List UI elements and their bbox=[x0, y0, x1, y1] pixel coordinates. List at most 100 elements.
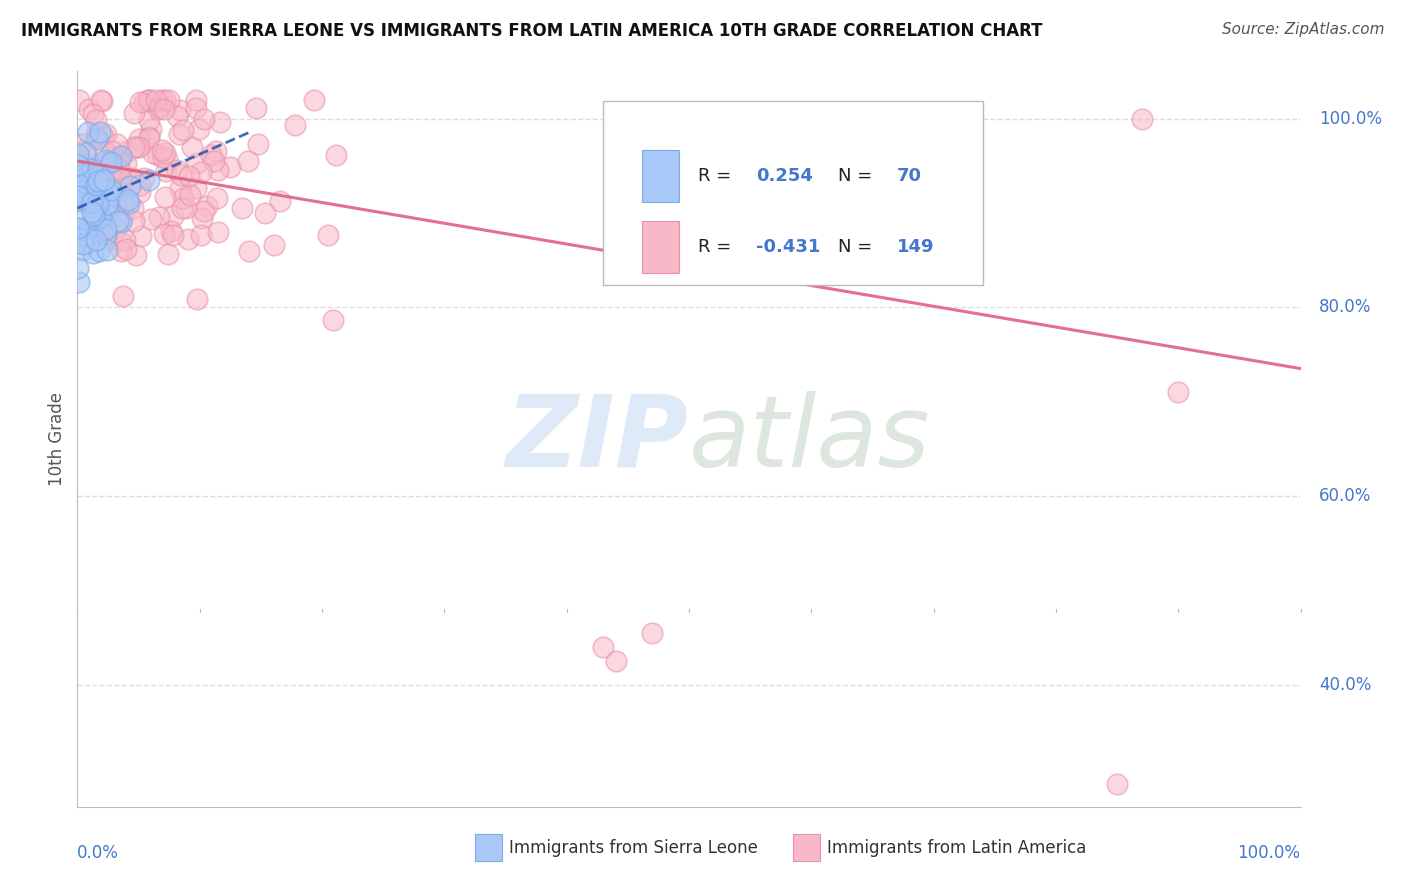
Point bbox=[80, 204, 103, 219]
Point bbox=[83, 208, 105, 222]
Point bbox=[115, 145, 138, 159]
Point bbox=[187, 122, 209, 136]
Point bbox=[100, 145, 122, 159]
Point bbox=[91, 94, 114, 108]
Point bbox=[111, 195, 134, 210]
Point bbox=[90, 205, 112, 219]
Point bbox=[138, 131, 160, 145]
Point bbox=[207, 226, 229, 240]
Point bbox=[77, 102, 100, 116]
Point bbox=[97, 219, 120, 234]
Point bbox=[77, 190, 100, 204]
Y-axis label: 10th Grade: 10th Grade bbox=[48, 392, 66, 486]
Point bbox=[122, 140, 145, 154]
Point bbox=[231, 202, 253, 216]
Point bbox=[70, 243, 93, 257]
Point bbox=[79, 215, 101, 229]
Text: 100.0%: 100.0% bbox=[1237, 844, 1301, 862]
Point bbox=[186, 292, 208, 306]
Point bbox=[263, 238, 285, 252]
Point bbox=[103, 189, 125, 203]
Text: Immigrants from Latin America: Immigrants from Latin America bbox=[827, 838, 1087, 856]
Point bbox=[162, 227, 184, 242]
Point bbox=[98, 167, 121, 181]
Point bbox=[139, 93, 162, 107]
Point bbox=[97, 204, 120, 219]
Point bbox=[79, 197, 101, 211]
Point bbox=[128, 185, 150, 199]
Point bbox=[142, 145, 165, 160]
Point bbox=[89, 125, 111, 139]
Point bbox=[208, 114, 231, 128]
Point bbox=[94, 182, 117, 196]
Point bbox=[77, 172, 100, 186]
Point bbox=[73, 145, 96, 160]
Point bbox=[186, 155, 208, 169]
Point bbox=[82, 246, 104, 260]
Text: 149: 149 bbox=[897, 238, 935, 256]
Point bbox=[108, 179, 131, 194]
Point bbox=[66, 182, 89, 196]
Point bbox=[117, 194, 139, 208]
Point bbox=[84, 129, 107, 144]
Point bbox=[184, 101, 207, 115]
Point bbox=[156, 247, 179, 261]
Point bbox=[129, 228, 152, 243]
Point bbox=[91, 161, 114, 175]
Point bbox=[207, 163, 229, 178]
Point bbox=[114, 242, 136, 256]
Point bbox=[128, 131, 150, 145]
Text: 70: 70 bbox=[897, 167, 922, 185]
Point bbox=[75, 180, 97, 194]
Point bbox=[108, 235, 131, 249]
Point bbox=[207, 191, 229, 205]
Point bbox=[169, 103, 191, 117]
Point bbox=[90, 211, 112, 225]
Point bbox=[170, 168, 193, 182]
Point bbox=[72, 211, 94, 226]
Point bbox=[96, 243, 118, 257]
Point bbox=[184, 181, 207, 195]
Point bbox=[150, 143, 173, 157]
Point bbox=[93, 173, 115, 187]
Point bbox=[153, 93, 176, 107]
Point bbox=[153, 102, 176, 116]
Point bbox=[96, 197, 118, 211]
Point bbox=[94, 222, 117, 236]
Point bbox=[87, 244, 110, 258]
Point bbox=[87, 173, 110, 187]
Point bbox=[150, 93, 173, 107]
Point bbox=[180, 140, 202, 154]
Point bbox=[122, 172, 145, 186]
Point bbox=[129, 178, 152, 192]
Point bbox=[107, 186, 129, 200]
Point bbox=[75, 169, 97, 184]
Text: N =: N = bbox=[838, 167, 879, 185]
Point bbox=[70, 136, 93, 151]
Point bbox=[1107, 777, 1129, 791]
Point bbox=[1130, 112, 1153, 126]
Point bbox=[118, 195, 141, 210]
Point bbox=[193, 203, 215, 218]
Point bbox=[89, 168, 111, 182]
Point bbox=[236, 153, 259, 168]
Point bbox=[219, 160, 242, 174]
Point bbox=[67, 93, 90, 107]
Text: 0.0%: 0.0% bbox=[77, 844, 120, 862]
Point bbox=[77, 178, 100, 193]
Point bbox=[190, 165, 212, 179]
Point bbox=[605, 654, 627, 668]
Point bbox=[129, 95, 152, 110]
Point bbox=[84, 112, 107, 127]
Point bbox=[87, 226, 110, 240]
Point bbox=[156, 153, 179, 167]
Point bbox=[110, 244, 132, 258]
Point bbox=[118, 179, 141, 194]
FancyBboxPatch shape bbox=[475, 835, 502, 861]
Point bbox=[110, 215, 132, 229]
Point bbox=[122, 106, 145, 120]
Point bbox=[157, 93, 180, 107]
Point bbox=[86, 132, 108, 146]
Point bbox=[84, 209, 107, 223]
Point bbox=[172, 123, 194, 137]
